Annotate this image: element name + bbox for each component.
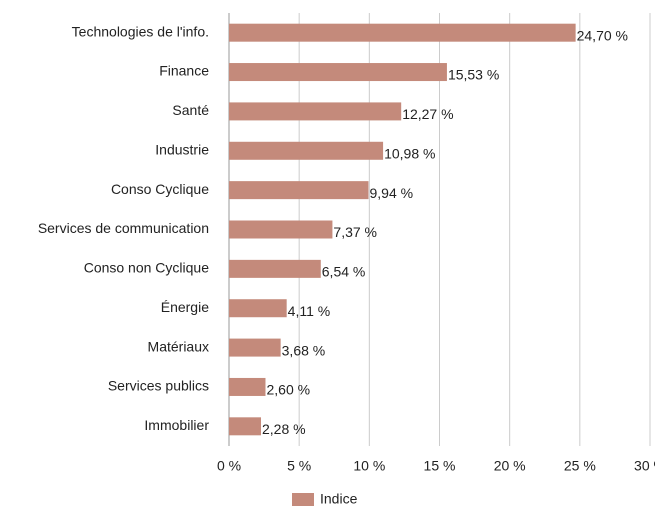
y-tick-label: Finance xyxy=(159,63,209,79)
value-label: 10,98 % xyxy=(384,145,435,161)
legend-swatch xyxy=(292,493,314,506)
y-tick-label: Conso Cyclique xyxy=(111,181,209,197)
bar xyxy=(229,417,261,436)
value-label: 3,68 % xyxy=(282,342,326,358)
x-tick-label: 10 % xyxy=(353,458,385,474)
y-tick-label: Services publics xyxy=(108,378,209,394)
value-label: 7,37 % xyxy=(333,224,377,240)
y-tick-label: Services de communication xyxy=(38,220,209,236)
value-label: 24,70 % xyxy=(577,27,628,43)
bar xyxy=(229,338,281,357)
bar xyxy=(229,141,384,160)
bar xyxy=(229,102,402,121)
y-tick-label: Technologies de l'info. xyxy=(72,23,209,39)
bar xyxy=(229,181,369,200)
value-label: 2,60 % xyxy=(266,382,310,398)
bar xyxy=(229,23,576,42)
value-label: 6,54 % xyxy=(322,264,366,280)
value-label: 12,27 % xyxy=(402,106,453,122)
x-tick-label: 20 % xyxy=(494,458,526,474)
y-tick-label: Santé xyxy=(172,102,209,118)
y-tick-label: Matériaux xyxy=(148,338,209,354)
bar xyxy=(229,299,287,318)
legend-label: Indice xyxy=(320,491,358,506)
y-tick-label: Conso non Cyclique xyxy=(84,260,210,276)
bar xyxy=(229,259,321,278)
x-tick-label: 5 % xyxy=(287,458,311,474)
x-tick-label: 30 % xyxy=(634,458,655,474)
value-label: 2,28 % xyxy=(262,421,306,437)
value-label: 4,11 % xyxy=(288,303,331,319)
value-label: 9,94 % xyxy=(369,185,413,201)
y-tick-label: Industrie xyxy=(155,141,209,157)
y-tick-label: Immobilier xyxy=(144,417,209,433)
x-tick-label: 15 % xyxy=(424,458,456,474)
x-tick-label: 0 % xyxy=(217,458,241,474)
bar xyxy=(229,377,266,396)
y-tick-label: Énergie xyxy=(161,299,209,315)
bar xyxy=(229,220,333,239)
value-label: 15,53 % xyxy=(448,67,499,83)
x-tick-label: 25 % xyxy=(564,458,596,474)
bar xyxy=(229,63,447,82)
